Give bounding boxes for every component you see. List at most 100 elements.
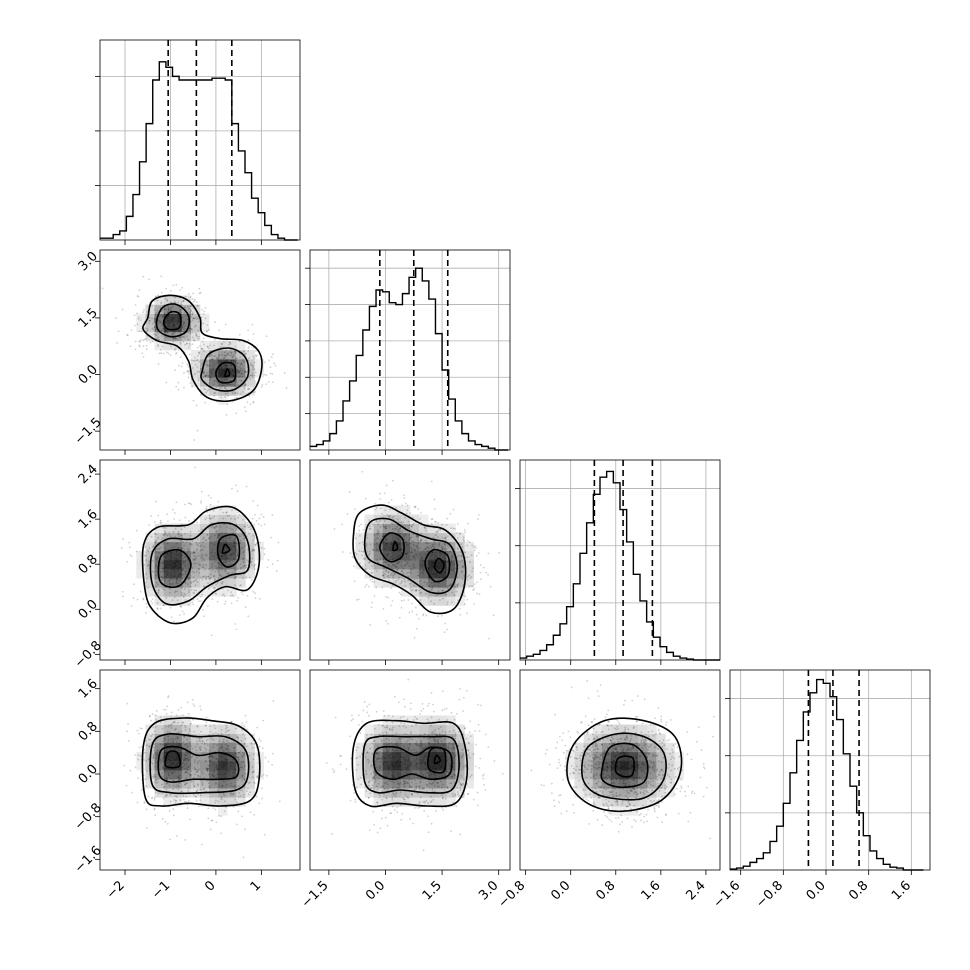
scatter-point: [392, 576, 395, 579]
scatter-point: [244, 370, 246, 373]
y-tick-label: 3.0: [76, 249, 101, 274]
density-cell: [455, 779, 465, 789]
scatter-point: [430, 716, 433, 719]
scatter-point: [239, 540, 242, 542]
scatter-point: [375, 543, 378, 546]
density-cell: [227, 724, 237, 734]
scatter-point: [165, 571, 168, 574]
scatter-point: [230, 554, 233, 556]
scatter-point: [365, 759, 368, 761]
density-cell: [410, 760, 420, 771]
scatter-point: [181, 327, 184, 329]
scatter-point: [180, 300, 183, 303]
scatter-point: [195, 570, 198, 573]
density-cell: [373, 751, 384, 762]
scatter-point: [409, 571, 412, 574]
scatter-point: [211, 569, 214, 571]
scatter-point: [271, 563, 274, 566]
density-cell: [400, 760, 411, 771]
scatter-point: [375, 549, 378, 552]
scatter-point: [388, 757, 391, 759]
scatter-point: [440, 546, 443, 548]
scatter-point: [224, 570, 227, 573]
scatter-point: [181, 570, 184, 572]
scatter-point: [217, 569, 220, 572]
scatter-point: [377, 523, 380, 525]
scatter-point: [274, 364, 277, 367]
scatter-point: [192, 780, 195, 783]
scatter-point: [214, 379, 217, 382]
scatter-point: [171, 568, 174, 571]
scatter-point: [459, 613, 462, 616]
scatter-point: [436, 740, 439, 743]
scatter-point: [455, 805, 458, 808]
scatter-point: [179, 336, 182, 339]
scatter-point: [164, 331, 166, 334]
density-cell: [373, 541, 384, 552]
scatter-point: [454, 737, 457, 740]
scatter-point: [214, 391, 217, 394]
scatter-point: [189, 344, 191, 347]
scatter-point: [236, 568, 239, 570]
scatter-point: [339, 755, 342, 757]
scatter-point: [397, 561, 400, 564]
scatter-point: [223, 554, 226, 557]
density-cell: [437, 715, 447, 725]
scatter-point: [355, 749, 358, 752]
scatter-point: [383, 573, 386, 575]
scatter-point: [139, 727, 142, 730]
density-cell: [428, 578, 438, 588]
scatter-point: [226, 745, 229, 747]
density-cell: [190, 587, 201, 597]
scatter-point: [247, 347, 250, 350]
scatter-point: [400, 818, 403, 821]
scatter-point: [213, 527, 216, 530]
scatter-point: [391, 600, 394, 602]
scatter-point: [220, 815, 223, 818]
scatter-point: [434, 543, 437, 546]
scatter-point: [178, 317, 180, 320]
density-cell: [190, 742, 201, 753]
scatter-point: [225, 365, 227, 367]
scatter-point: [166, 574, 169, 576]
scatter-point: [410, 762, 413, 765]
scatter-point: [186, 770, 188, 773]
density-cell: [172, 322, 183, 333]
scatter-point: [196, 429, 199, 432]
scatter-point: [216, 372, 219, 375]
scatter-point: [202, 536, 205, 539]
density-cell: [181, 541, 192, 552]
scatter-point: [192, 794, 195, 796]
scatter-point: [193, 550, 196, 553]
density-cell: [245, 733, 255, 744]
scatter-point: [488, 637, 490, 640]
scatter-point: [152, 328, 155, 331]
scatter-point: [246, 401, 249, 404]
scatter-point: [155, 551, 157, 554]
scatter-point: [157, 363, 160, 365]
scatter-point: [474, 765, 477, 768]
density-cell: [218, 751, 228, 762]
scatter-point: [387, 766, 390, 768]
density-cell: [364, 779, 374, 789]
scatter-point: [390, 760, 393, 762]
scatter-point: [166, 311, 169, 314]
scatter-point: [216, 536, 219, 539]
scatter-point: [180, 528, 183, 531]
scatter-point: [151, 602, 154, 605]
scatter-point: [135, 529, 138, 532]
scatter-point: [144, 554, 147, 557]
scatter-point: [207, 575, 210, 578]
scatter-point: [381, 731, 384, 734]
scatter-point: [134, 324, 136, 327]
scatter-point: [398, 561, 401, 564]
density-cell: [218, 569, 228, 579]
scatter-point: [208, 756, 211, 758]
scatter-point: [427, 567, 430, 570]
scatter-point: [419, 777, 422, 780]
scatter-point: [225, 731, 227, 733]
density-cell: [181, 760, 192, 771]
density-cell: [227, 569, 237, 579]
scatter-point: [251, 746, 254, 749]
scatter-point: [224, 546, 227, 549]
